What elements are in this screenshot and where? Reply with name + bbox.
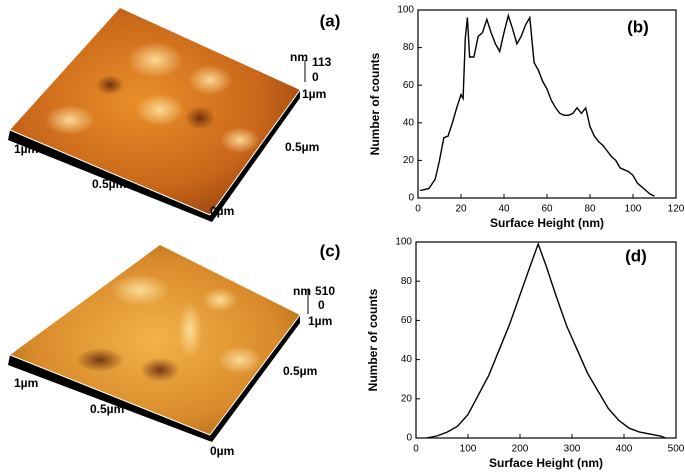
y-tick-label: 40	[401, 354, 413, 365]
height-max: 510	[315, 284, 335, 298]
y-tick-label: 80	[403, 42, 415, 53]
scale-label: 1µm	[308, 314, 332, 328]
height-unit: nm	[293, 284, 311, 298]
x-tick-label: 0	[413, 444, 419, 455]
scale-label: 1µm	[14, 142, 38, 156]
x-axis-label: Surface Height (nm)	[490, 216, 604, 230]
surface-features	[45, 42, 260, 153]
panel-label: (d)	[625, 246, 647, 265]
x-tick-label: 0	[415, 204, 421, 215]
data-line	[419, 13, 655, 197]
x-tick-label: 400	[616, 444, 633, 455]
scale-label: 1µm	[302, 87, 326, 101]
y-tick-label: 40	[403, 117, 415, 128]
scale-label: 0.5µm	[92, 177, 126, 191]
x-tick-label: 40	[498, 204, 510, 215]
y-tick-label: 100	[397, 5, 414, 16]
plot-frame	[415, 241, 677, 439]
panel-label: (b)	[627, 17, 649, 36]
height-max: 113	[312, 55, 332, 69]
y-tick-label: 20	[401, 393, 413, 404]
surface-edge	[8, 315, 300, 442]
x-tick-label: 80	[584, 204, 596, 215]
x-axis-label: Surface Height (nm)	[489, 456, 603, 470]
x-tick-label: 200	[512, 444, 529, 455]
height-min: 0	[318, 298, 325, 312]
scale-label: 0µm	[210, 204, 234, 218]
scale-label: 0µm	[210, 444, 234, 458]
y-tick-label: 0	[408, 193, 414, 204]
scale-label: 0.5µm	[283, 364, 317, 378]
afm-surface	[10, 245, 300, 435]
height-unit: nm	[290, 50, 308, 64]
x-tick-label: 20	[455, 204, 467, 215]
y-tick-label: 80	[401, 276, 413, 287]
x-tick-label: 300	[564, 444, 581, 455]
surface-features	[76, 274, 262, 382]
x-tick-label: 120	[668, 204, 685, 215]
axis-edge	[209, 314, 301, 436]
y-tick-label: 60	[403, 80, 415, 91]
x-tick-label: 100	[625, 204, 642, 215]
scale-label: 0.5µm	[285, 140, 319, 154]
axis-edge	[9, 354, 211, 436]
y-tick-label: 20	[403, 155, 415, 166]
panel-label: (a)	[320, 11, 341, 30]
y-tick-label: 100	[395, 237, 412, 248]
height-min: 0	[312, 70, 319, 84]
x-tick-label: 500	[668, 444, 685, 455]
y-axis-label: Number of counts	[368, 52, 382, 155]
x-tick-label: 60	[541, 204, 553, 215]
scale-label: 1µm	[14, 376, 38, 390]
axis-edge	[209, 89, 301, 216]
plot-frame	[417, 9, 677, 199]
y-axis-label: Number of counts	[366, 288, 380, 391]
data-line	[426, 241, 666, 439]
y-tick-label: 60	[401, 315, 413, 326]
x-tick-label: 100	[460, 444, 477, 455]
scale-label: 0.5µm	[90, 402, 124, 416]
panel-label: (c)	[320, 241, 341, 260]
axis-edge	[9, 129, 211, 216]
surface-edge	[8, 90, 300, 222]
y-tick-label: 0	[406, 433, 412, 444]
